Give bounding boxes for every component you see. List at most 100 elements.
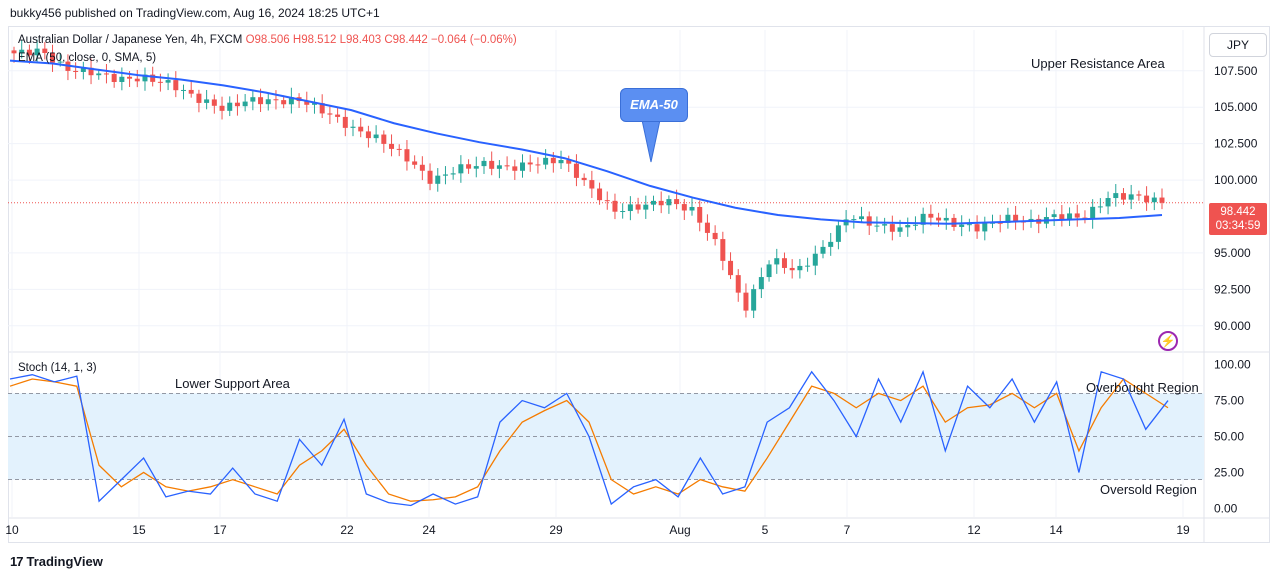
candle-body — [697, 206, 703, 223]
candle-body — [481, 160, 487, 167]
candle-body — [866, 216, 872, 226]
candle-body — [627, 204, 633, 212]
candle-body — [319, 103, 325, 114]
candle-body — [435, 175, 441, 184]
candle-body — [57, 61, 63, 63]
candle-body — [751, 289, 757, 311]
candle-body — [735, 275, 741, 293]
ema-50-line — [9, 59, 1163, 225]
y-tick-label: 95.000 — [1214, 246, 1251, 260]
candle-body — [982, 223, 988, 232]
candle-body — [227, 102, 233, 111]
candle-body — [350, 126, 356, 128]
candle-body — [635, 204, 641, 210]
candle-body — [80, 67, 86, 72]
candle-body — [1120, 193, 1126, 200]
candle-body — [581, 177, 587, 181]
candle-body — [704, 222, 710, 233]
candle-body — [843, 219, 849, 226]
candle-body — [643, 204, 649, 210]
candle-body — [127, 76, 133, 79]
candle-body — [912, 224, 918, 226]
publisher-line: bukky456 published on TradingView.com, A… — [10, 6, 380, 20]
candle-body — [327, 113, 333, 115]
tv-logo-icon: 17 — [10, 554, 24, 569]
candle-body — [181, 89, 187, 91]
candle-body — [219, 105, 225, 111]
candle-body — [812, 253, 818, 266]
candle-body — [42, 48, 48, 54]
x-tick-label: 7 — [844, 523, 851, 537]
candle-body — [712, 232, 718, 240]
candle-body — [520, 162, 526, 171]
legend-ohlc: O98.506 H98.512 L98.403 C98.442 −0.064 (… — [245, 34, 517, 46]
currency-button[interactable]: JPY — [1209, 33, 1267, 57]
candle-body — [512, 166, 518, 171]
candle-body — [889, 224, 895, 232]
candle-body — [1151, 197, 1157, 203]
legend-stoch[interactable]: Stoch (14, 1, 3) — [18, 362, 97, 374]
x-tick-label: 5 — [762, 523, 769, 537]
y-tick-label: 92.500 — [1214, 282, 1251, 296]
lightning-icon[interactable]: ⚡ — [1158, 331, 1178, 351]
candle-body — [111, 73, 117, 83]
x-tick-label: 14 — [1049, 523, 1063, 537]
candle-body — [1090, 206, 1096, 220]
candle-body — [974, 224, 980, 232]
upper-resistance-label: Upper Resistance Area — [1031, 56, 1165, 71]
candle-body — [165, 80, 171, 83]
candle-body — [851, 219, 857, 221]
candle-body — [427, 170, 433, 184]
candle-body — [442, 174, 448, 176]
legend-ema[interactable]: EMA (50, close, 0, SMA, 5) — [18, 52, 157, 64]
candle-body — [828, 241, 834, 247]
legend-main[interactable]: Australian Dollar / Japanese Yen, 4h, FX… — [18, 34, 517, 46]
candle-body — [496, 165, 502, 169]
candle-body — [504, 165, 510, 167]
candle-body — [103, 73, 109, 75]
candle-body — [959, 224, 965, 227]
legend-symbol: Australian Dollar / Japanese Yen, 4h, FX… — [18, 34, 243, 46]
candle-body — [681, 204, 687, 211]
candle-body — [859, 216, 865, 220]
candle-body — [304, 101, 310, 105]
candle-body — [666, 199, 672, 206]
candle-body — [820, 246, 826, 254]
candle-body — [473, 166, 479, 169]
candle-body — [157, 81, 163, 83]
candle-body — [358, 126, 364, 132]
candle-body — [1113, 193, 1119, 199]
candle-body — [897, 227, 903, 232]
candle-body — [805, 265, 811, 267]
y-tick-label: 105.000 — [1214, 100, 1258, 114]
x-tick-label: 29 — [549, 523, 563, 537]
x-tick-label: 19 — [1176, 523, 1190, 537]
y-tick-label: 100.000 — [1214, 173, 1258, 187]
candle-body — [373, 134, 379, 139]
candle-body — [620, 211, 626, 213]
candle-body — [1067, 213, 1073, 220]
candle-body — [335, 114, 341, 117]
candle-body — [797, 265, 803, 271]
candle-body — [650, 200, 656, 205]
candle-body — [604, 200, 610, 202]
candle-body — [1128, 194, 1134, 200]
candle-body — [882, 224, 888, 226]
candle-body — [566, 160, 572, 164]
y-tick-label: 102.500 — [1214, 137, 1258, 151]
stoch-d-line — [9, 378, 1169, 502]
tradingview-logo[interactable]: 17 TradingView — [10, 554, 103, 569]
candle-body — [1136, 194, 1142, 196]
x-tick-label: 24 — [422, 523, 436, 537]
candle-body — [1097, 206, 1103, 208]
candle-body — [119, 76, 125, 83]
candle-body — [404, 149, 410, 162]
candle-body — [1144, 195, 1150, 203]
last-price: 98.442 — [1220, 206, 1256, 218]
candle-body — [273, 99, 279, 101]
candle-body — [905, 225, 911, 228]
candle-body — [150, 74, 156, 82]
candle-body — [612, 200, 618, 212]
candle-body — [412, 161, 418, 165]
